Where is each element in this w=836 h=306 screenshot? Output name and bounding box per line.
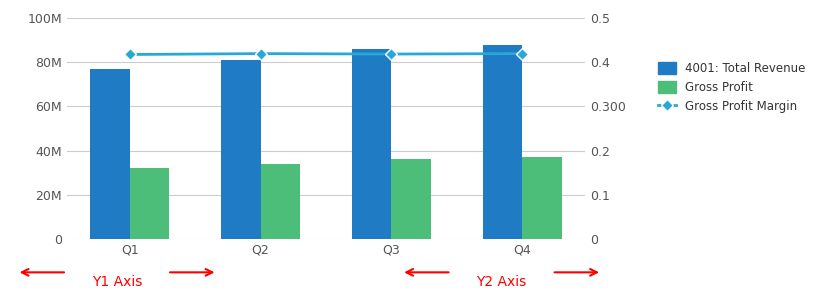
Bar — [522, 157, 562, 239]
Text: Y1 Axis: Y1 Axis — [92, 274, 142, 289]
Legend: 4001: Total Revenue, Gross Profit, Gross Profit Margin: 4001: Total Revenue, Gross Profit, Gross… — [653, 57, 810, 118]
Bar — [391, 159, 431, 239]
Bar — [352, 49, 391, 239]
Bar — [222, 60, 261, 239]
Bar — [261, 164, 300, 239]
Bar — [483, 45, 522, 239]
Bar — [130, 168, 169, 239]
Text: Y2 Axis: Y2 Axis — [477, 274, 527, 289]
Bar — [90, 69, 130, 239]
